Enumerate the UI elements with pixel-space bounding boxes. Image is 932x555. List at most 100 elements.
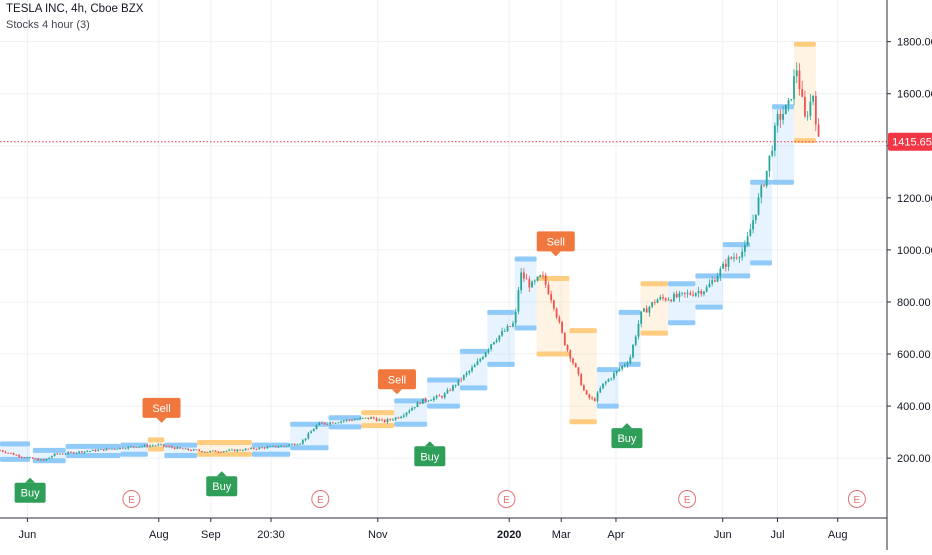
level-band-resistance <box>147 439 165 450</box>
candle-body <box>809 101 812 116</box>
candle-body <box>18 455 20 457</box>
candle-body <box>670 299 673 302</box>
candle-body <box>793 76 795 100</box>
level-band-support <box>618 312 641 365</box>
level-bar-support <box>772 179 794 185</box>
candle-body <box>206 451 209 453</box>
candle-body <box>170 446 173 448</box>
candle-body <box>402 415 405 417</box>
candle-body <box>509 326 512 327</box>
earnings-icon[interactable] <box>311 490 330 508</box>
candle-body <box>4 451 7 453</box>
candle-body <box>634 336 637 345</box>
candle-body <box>730 257 733 259</box>
candle-body <box>26 457 29 459</box>
earnings-icon[interactable] <box>678 490 697 508</box>
candle-body <box>375 418 378 421</box>
candle-body <box>561 321 563 333</box>
y-tick-label: 200.00 <box>897 453 931 465</box>
candle-body <box>236 449 239 452</box>
candle-body <box>263 447 266 449</box>
candle-body <box>413 407 416 409</box>
candle-body <box>583 385 585 391</box>
candle-body <box>640 311 643 324</box>
candle-body <box>176 447 179 449</box>
earnings-label: E <box>503 495 510 506</box>
level-bar-resistance <box>536 351 570 357</box>
candle-body <box>716 276 719 282</box>
level-band-support <box>120 445 148 455</box>
candle-body <box>105 448 108 451</box>
candle-body <box>708 283 711 288</box>
x-tick-label: Aug <box>828 529 848 541</box>
level-bar-support <box>695 273 723 279</box>
candle-body <box>528 279 531 288</box>
candle-body <box>266 446 269 449</box>
candle-body <box>522 272 525 279</box>
candle-body <box>91 449 94 451</box>
candle-body <box>689 292 692 295</box>
candle-body <box>441 395 443 398</box>
candle-body <box>405 412 408 416</box>
candle-body <box>673 293 675 302</box>
candle-body <box>757 197 760 215</box>
candle-body <box>119 447 121 450</box>
level-bar-resistance <box>147 437 165 443</box>
candle-body <box>394 417 397 420</box>
candle-body <box>719 268 722 277</box>
earnings-label: E <box>854 495 861 506</box>
last-price-badge <box>888 132 932 151</box>
signals: Buy Sell Buy Sell Buy Sell Buy <box>14 231 643 503</box>
candle-body <box>501 331 503 336</box>
level-bar-resistance <box>197 451 252 457</box>
candle-body <box>438 395 441 397</box>
candle-body <box>457 379 460 386</box>
earnings-icon[interactable] <box>497 490 516 508</box>
candle-body <box>7 452 10 454</box>
candle-body <box>817 124 820 137</box>
earnings-icon[interactable] <box>122 490 141 508</box>
candle-body <box>304 438 307 441</box>
level-bar-resistance <box>197 440 252 446</box>
sell-signal-box <box>536 231 575 252</box>
candle-body <box>615 370 618 374</box>
buy-signal-label: Buy <box>420 451 439 463</box>
candle-body <box>331 422 334 424</box>
candle-body <box>86 451 89 453</box>
buy-signal-label: Buy <box>212 481 231 493</box>
candle-body <box>356 419 359 421</box>
level-bar-support <box>514 256 537 262</box>
candle-body <box>329 422 332 425</box>
candle-body <box>48 457 51 459</box>
candle-body <box>746 236 749 246</box>
candle-body <box>285 445 288 447</box>
candle-body <box>749 229 752 237</box>
candle-body <box>231 449 233 451</box>
candle-body <box>361 417 364 419</box>
candle-body <box>539 275 542 277</box>
candle-body <box>520 272 523 291</box>
level-bar-support <box>32 447 66 453</box>
candle-body <box>787 100 790 105</box>
candle-body <box>110 448 113 450</box>
candle-body <box>544 275 547 285</box>
level-bar-support <box>65 453 121 459</box>
candle-body <box>315 425 318 430</box>
candle-body <box>340 421 342 423</box>
candle-body <box>419 402 422 404</box>
candle-body <box>100 449 102 450</box>
candle-body <box>484 352 487 357</box>
candle-body <box>621 366 624 369</box>
earnings-label: E <box>684 495 691 506</box>
earnings-icon[interactable] <box>847 490 866 508</box>
candle-body <box>42 459 45 461</box>
candle-body <box>359 418 362 420</box>
candle-body <box>154 445 157 447</box>
candle-body <box>476 361 479 365</box>
candle-body <box>132 446 135 448</box>
candle-body <box>531 281 533 288</box>
buy-signal-label: Buy <box>617 433 636 445</box>
